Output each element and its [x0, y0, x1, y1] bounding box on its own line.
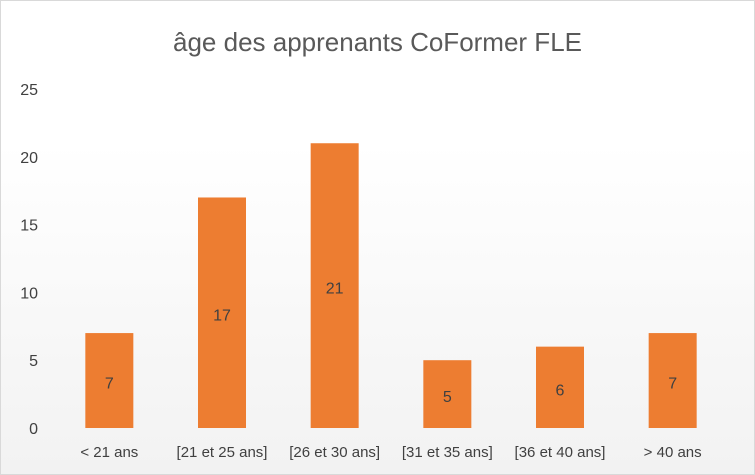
x-tick-label: [26 et 30 ans]: [289, 444, 380, 461]
bar: [536, 346, 584, 428]
y-tick-label: 0: [29, 421, 38, 438]
bar: [648, 333, 697, 428]
y-tick-label: 5: [29, 353, 38, 370]
bar: [85, 333, 134, 428]
data-label: 7: [668, 376, 677, 393]
y-tick-label: 25: [20, 82, 38, 99]
y-tick-label: 15: [20, 218, 38, 235]
data-label: 6: [556, 382, 565, 399]
data-label: 21: [326, 281, 344, 298]
x-tick-label: [36 et 40 ans]: [515, 444, 606, 461]
chart-title: âge des apprenants CoFormer FLE: [173, 27, 582, 57]
x-tick-label: [31 et 35 ans]: [402, 444, 493, 461]
y-tick-label: 10: [20, 285, 38, 302]
x-tick-label: > 40 ans: [644, 444, 702, 461]
y-tick-label: 20: [20, 150, 38, 167]
data-label: 17: [213, 308, 231, 325]
x-tick-label: < 21 ans: [80, 444, 138, 461]
bar: [423, 360, 472, 428]
data-label: 5: [443, 389, 452, 406]
bar: [198, 197, 246, 428]
x-tick-label: [21 et 25 ans]: [177, 444, 268, 461]
data-label: 7: [105, 376, 114, 393]
bar: [310, 143, 359, 429]
